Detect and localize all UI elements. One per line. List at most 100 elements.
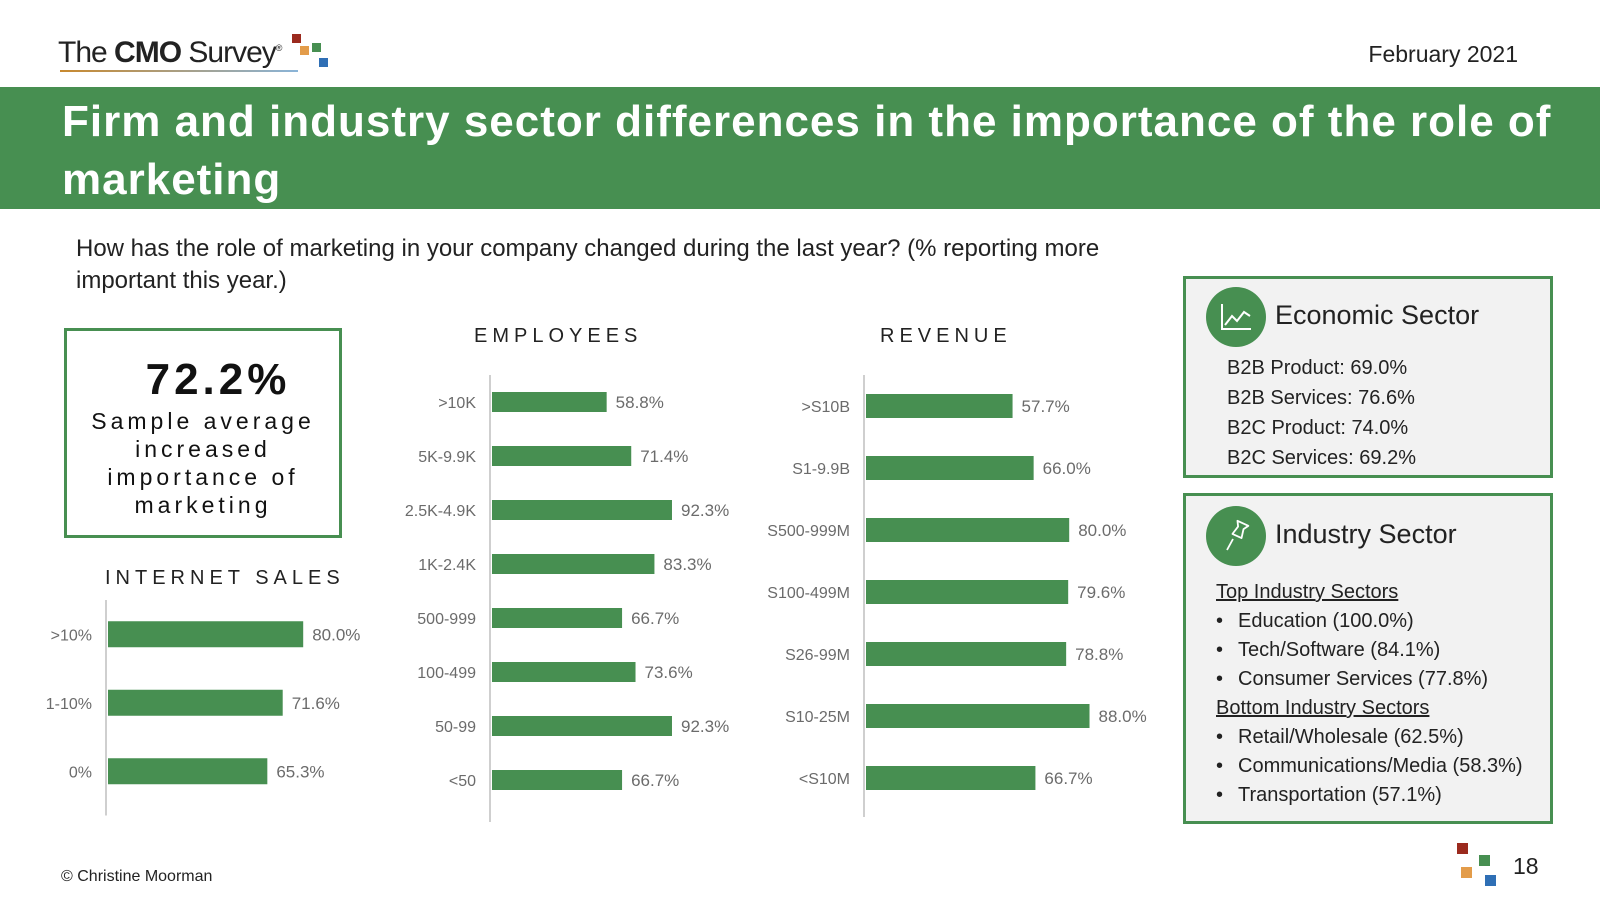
chart-bar <box>492 662 636 682</box>
logo-survey: Survey <box>188 36 276 69</box>
survey-question: How has the role of marketing in your co… <box>76 235 1100 294</box>
logo-square-blue <box>319 58 328 67</box>
logo-square-green <box>312 43 321 52</box>
economic-sector-item: B2C Product: 74.0% <box>1227 417 1409 439</box>
value-label: 92.3% <box>681 717 729 736</box>
bullet-glyph: • <box>1216 668 1224 690</box>
list-item: • Consumer Services (77.8%) <box>1216 665 1523 694</box>
value-label: 80.0% <box>312 625 360 644</box>
value-label: 88.0% <box>1099 707 1147 726</box>
category-label: 5K-9.9K <box>418 449 476 466</box>
industry-sector-panel: Industry Sector Top Industry Sectors • Ed… <box>1183 493 1553 824</box>
page-title: Firm and industry sector differences in … <box>62 97 1552 204</box>
value-label: 79.6% <box>1077 583 1125 602</box>
category-label: 1K-2.4K <box>418 557 476 574</box>
logo-underline <box>60 70 298 72</box>
value-label: 66.7% <box>1044 769 1092 788</box>
list-item: • Tech/Software (84.1%) <box>1216 636 1523 665</box>
chart-bar <box>866 642 1067 666</box>
list-item: • Transportation (57.1%) <box>1216 781 1523 810</box>
industry-sector-body: Top Industry Sectors • Education (100.0%)… <box>1216 578 1523 810</box>
line-chart-icon <box>1206 287 1266 347</box>
chart-bar <box>492 554 655 574</box>
category-label: 1-10% <box>46 696 92 713</box>
employees-chart-title: EMPLOYEES <box>474 325 643 347</box>
sample-average-label: Sample average increased importance of m… <box>91 408 315 518</box>
value-label: 65.3% <box>276 762 324 781</box>
chart-bar <box>492 446 632 466</box>
value-label: 66.0% <box>1043 459 1091 478</box>
footer-square-orange <box>1461 867 1472 878</box>
top-sector-item: Tech/Software (84.1%) <box>1238 639 1441 661</box>
footer-square-red <box>1457 843 1468 854</box>
logo-square-orange <box>300 46 309 55</box>
category-label: >10% <box>51 627 92 644</box>
footer-square-green <box>1479 855 1490 866</box>
top-sector-item: Consumer Services (77.8%) <box>1238 668 1489 690</box>
list-item: • Communications/Media (58.3%) <box>1216 752 1523 781</box>
value-label: 78.8% <box>1075 645 1123 664</box>
economic-sector-item: B2B Product: 69.0% <box>1227 357 1408 379</box>
category-label: S500-999M <box>767 523 850 540</box>
cmo-survey-logo: The CMO Survey® <box>58 34 348 74</box>
category-label: >10K <box>438 395 476 412</box>
value-label: 66.7% <box>631 771 679 790</box>
bottom-sector-item: Transportation (57.1%) <box>1238 784 1442 806</box>
value-label: 80.0% <box>1078 521 1126 540</box>
page-number: 18 <box>1513 853 1539 879</box>
category-label: 2.5K-4.9K <box>405 503 476 520</box>
chart-bar <box>866 704 1090 728</box>
internet-sales-chart: >10% 80.0% 1-10% 71.6% 0% 65.3% <box>46 600 360 816</box>
category-label: >S10B <box>802 399 850 416</box>
sample-average-value: 72.2% <box>145 355 291 404</box>
value-label: 73.6% <box>645 663 693 682</box>
economic-sector-panel: Economic Sector B2B Product: 69.0% B2B S… <box>1183 276 1553 478</box>
chart-bar <box>492 716 672 736</box>
economic-sector-title: Economic Sector <box>1275 300 1480 330</box>
bullet-glyph: • <box>1216 726 1224 748</box>
category-label: 0% <box>69 764 92 781</box>
bottom-sectors-heading: Bottom Industry Sectors <box>1216 697 1430 719</box>
economic-sector-item: B2B Services: 76.6% <box>1227 387 1415 409</box>
bullet-glyph: • <box>1216 639 1224 661</box>
employees-chart: >10K 58.8% 5K-9.9K 71.4% 2.5K-4.9K 92.3% 1K-2.… <box>405 375 729 822</box>
chart-bar <box>108 758 268 785</box>
chart-bar <box>866 580 1069 604</box>
category-label: S26-99M <box>785 647 850 664</box>
chart-bar <box>866 518 1070 542</box>
bullet-glyph: • <box>1216 610 1224 632</box>
bottom-sector-item: Retail/Wholesale (62.5%) <box>1238 726 1464 748</box>
title-bar: Firm and industry sector differences in … <box>0 87 1600 209</box>
pushpin-icon <box>1206 506 1266 566</box>
copyright: © Christine Moorman <box>61 868 213 885</box>
category-label: S1-9.9B <box>792 461 850 478</box>
chart-bar <box>866 766 1036 790</box>
category-label: 500-999 <box>417 611 476 628</box>
value-label: 92.3% <box>681 501 729 520</box>
report-date: February 2021 <box>1368 41 1518 67</box>
economic-sector-list: B2B Product: 69.0% B2B Services: 76.6% B… <box>1227 353 1416 473</box>
chart-bar <box>492 608 623 628</box>
list-item: • Retail/Wholesale (62.5%) <box>1216 723 1523 752</box>
economic-sector-item: B2C Services: 69.2% <box>1227 447 1416 469</box>
value-label: 58.8% <box>616 393 664 412</box>
revenue-chart-title: REVENUE <box>880 325 1012 347</box>
logo-registered-mark: ® <box>275 43 283 53</box>
category-label: S10-25M <box>785 709 850 726</box>
bullet-glyph: • <box>1216 784 1224 806</box>
value-label: 57.7% <box>1022 397 1070 416</box>
category-label: 100-499 <box>417 665 476 682</box>
logo-cmo: CMO <box>114 36 182 69</box>
category-label: <50 <box>449 773 476 790</box>
top-sector-item: Education (100.0%) <box>1238 610 1414 632</box>
top-sectors-heading: Top Industry Sectors <box>1216 581 1399 603</box>
revenue-chart: >S10B 57.7% S1-9.9B 66.0% S500-999M 80.0% S100… <box>767 375 1147 817</box>
sample-average-box: 72.2% Sample average increased importanc… <box>64 328 342 538</box>
value-label: 71.4% <box>640 447 688 466</box>
logo-the: The <box>58 36 108 69</box>
chart-bar <box>866 456 1034 480</box>
list-item: • Education (100.0%) <box>1216 607 1523 636</box>
chart-bar <box>866 394 1013 418</box>
bullet-glyph: • <box>1216 755 1224 777</box>
logo-wordmark: The CMO Survey® <box>58 36 283 70</box>
